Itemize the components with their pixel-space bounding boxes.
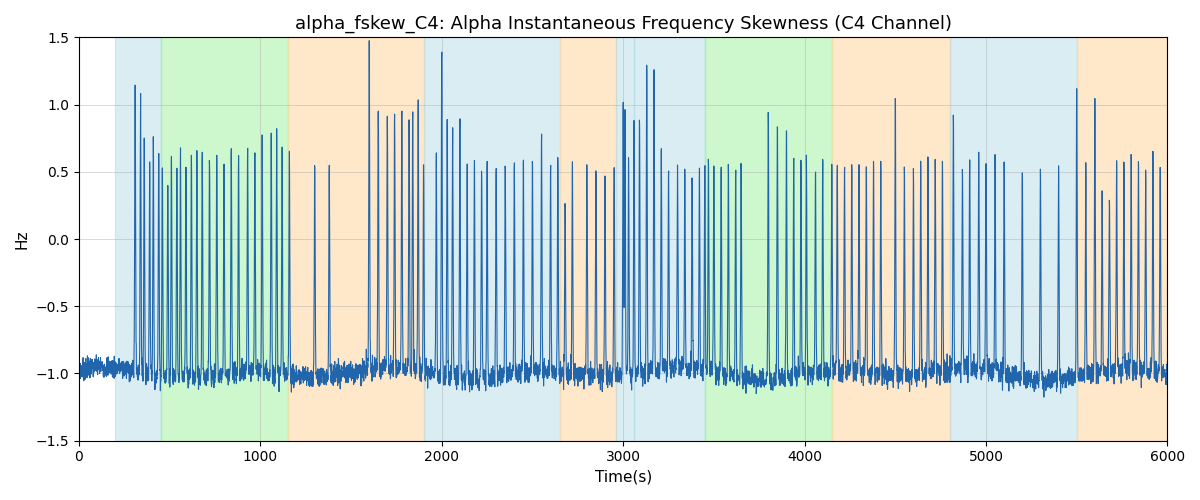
Bar xyxy=(115,38,161,440)
Bar xyxy=(559,38,616,440)
Bar xyxy=(288,38,424,440)
Bar xyxy=(949,38,1076,440)
Bar xyxy=(832,38,949,440)
Bar xyxy=(616,38,634,440)
Bar xyxy=(634,38,704,440)
Bar xyxy=(161,38,288,440)
X-axis label: Time(s): Time(s) xyxy=(594,470,652,485)
Y-axis label: Hz: Hz xyxy=(14,230,30,249)
Bar xyxy=(704,38,832,440)
Bar xyxy=(1076,38,1168,440)
Bar xyxy=(424,38,559,440)
Title: alpha_fskew_C4: Alpha Instantaneous Frequency Skewness (C4 Channel): alpha_fskew_C4: Alpha Instantaneous Freq… xyxy=(295,15,952,34)
